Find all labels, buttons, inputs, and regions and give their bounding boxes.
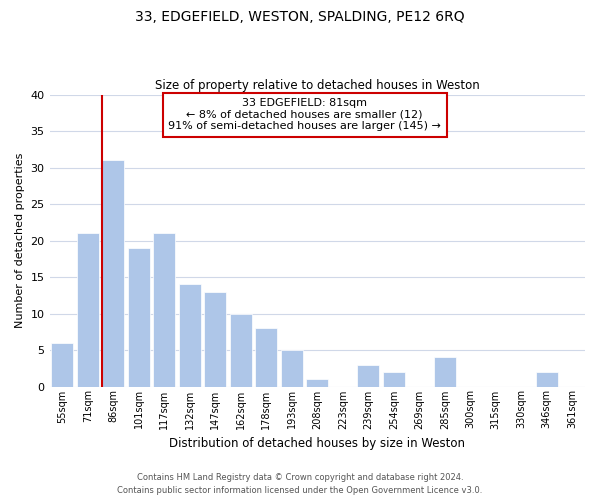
Bar	[434, 358, 455, 386]
Bar	[179, 284, 200, 386]
Bar	[128, 248, 149, 386]
Bar	[256, 328, 277, 386]
Title: Size of property relative to detached houses in Weston: Size of property relative to detached ho…	[155, 79, 479, 92]
Bar	[103, 160, 124, 386]
Bar	[205, 292, 226, 386]
Bar	[52, 342, 73, 386]
Bar	[230, 314, 251, 386]
Bar	[383, 372, 404, 386]
X-axis label: Distribution of detached houses by size in Weston: Distribution of detached houses by size …	[169, 437, 465, 450]
Text: 33, EDGEFIELD, WESTON, SPALDING, PE12 6RQ: 33, EDGEFIELD, WESTON, SPALDING, PE12 6R…	[135, 10, 465, 24]
Text: Contains HM Land Registry data © Crown copyright and database right 2024.
Contai: Contains HM Land Registry data © Crown c…	[118, 474, 482, 495]
Bar	[307, 379, 328, 386]
Y-axis label: Number of detached properties: Number of detached properties	[15, 153, 25, 328]
Bar	[281, 350, 302, 387]
Text: 33 EDGEFIELD: 81sqm
← 8% of detached houses are smaller (12)
91% of semi-detache: 33 EDGEFIELD: 81sqm ← 8% of detached hou…	[168, 98, 441, 132]
Bar	[358, 364, 379, 386]
Bar	[77, 233, 98, 386]
Bar	[536, 372, 557, 386]
Bar	[154, 233, 175, 386]
